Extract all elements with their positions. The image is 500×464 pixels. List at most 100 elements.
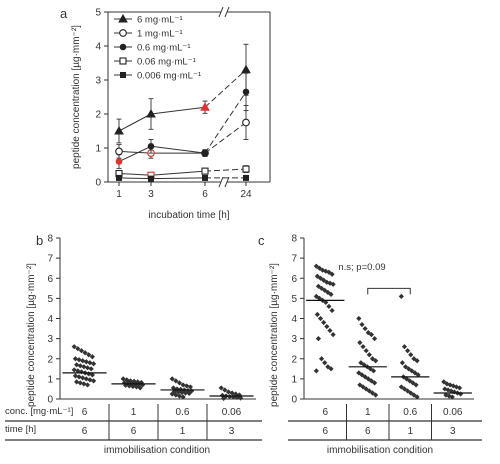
data-point xyxy=(402,364,409,370)
data-point xyxy=(83,359,89,365)
data-point xyxy=(76,357,82,363)
data-point xyxy=(133,384,140,390)
data-point xyxy=(116,174,122,181)
condition-tables: 6 6 1 6 0.6 1 0.06 3 6 6 1 6 0.6 1 0.06 3 xyxy=(5,404,482,441)
legend-marker xyxy=(120,72,126,78)
x-tick-label: 1 xyxy=(116,189,122,200)
data-point xyxy=(87,360,93,366)
axis-break-gap xyxy=(221,6,227,18)
data-point xyxy=(179,389,185,396)
table-b-time-cell: 3 xyxy=(229,426,235,437)
data-point xyxy=(137,385,143,391)
data-point xyxy=(78,369,85,375)
y-tick-label: 0 xyxy=(95,178,101,189)
data-point xyxy=(202,174,208,181)
data-point xyxy=(80,358,86,364)
data-point xyxy=(242,88,250,96)
data-point xyxy=(324,279,330,285)
y-tick-label: 6 xyxy=(291,274,297,285)
data-point xyxy=(90,361,97,367)
data-point xyxy=(222,387,228,393)
panel-b-scatter: 0 1 2 3 4 5 6 7 8 xyxy=(47,234,256,406)
data-point xyxy=(169,376,175,382)
table-c-time-cell: 1 xyxy=(407,426,413,437)
data-point xyxy=(229,390,235,396)
data-point xyxy=(449,394,455,400)
data-point xyxy=(114,125,124,135)
panel-b-xlabel: immobilisation condition xyxy=(104,445,210,456)
y-tick-label: 1 xyxy=(47,374,53,385)
data-point xyxy=(415,372,421,378)
x-tick-label: 6 xyxy=(202,189,208,200)
data-point xyxy=(131,378,137,384)
data-point xyxy=(83,376,89,382)
data-point xyxy=(115,147,123,156)
data-point xyxy=(84,365,91,371)
data-point xyxy=(328,366,334,372)
data-point xyxy=(176,380,183,386)
data-point xyxy=(170,385,177,391)
data-point xyxy=(173,392,179,398)
data-point xyxy=(243,174,249,181)
data-point xyxy=(72,356,79,362)
data-point xyxy=(329,307,335,314)
series-line xyxy=(150,170,206,176)
data-point xyxy=(130,383,136,390)
y-tick-label: 0 xyxy=(47,395,53,406)
data-point xyxy=(327,327,333,334)
data-point xyxy=(115,158,123,165)
y-tick-label: 0 xyxy=(291,395,297,406)
series-line xyxy=(150,106,206,115)
data-point xyxy=(317,315,324,322)
data-point xyxy=(408,352,414,358)
data-point xyxy=(441,379,447,385)
data-point xyxy=(445,387,451,393)
data-point xyxy=(360,384,366,390)
data-point xyxy=(322,360,328,366)
data-point xyxy=(322,287,328,293)
data-point xyxy=(75,368,81,374)
data-point xyxy=(356,370,362,376)
y-tick-label: 5 xyxy=(47,294,53,305)
data-point xyxy=(330,281,336,287)
data-point xyxy=(401,344,408,350)
data-point xyxy=(414,394,420,400)
y-tick-label: 3 xyxy=(95,76,101,87)
data-point xyxy=(121,380,128,386)
data-point xyxy=(453,384,460,390)
data-point xyxy=(313,263,319,269)
data-point xyxy=(180,382,186,388)
data-point xyxy=(74,362,80,368)
data-point xyxy=(363,348,369,354)
panel-letter-a: a xyxy=(60,6,68,21)
series-line xyxy=(118,173,152,176)
table-b-time-cell: 1 xyxy=(180,426,186,437)
axis-break-gap xyxy=(221,176,227,188)
data-point xyxy=(408,390,414,396)
data-point xyxy=(405,348,411,354)
panel-a-line-chart: 0 1 2 3 4 5 1 3 6 24 6 mg·mL⁻¹ 1 mg·mL⁻¹ 0.6 mg·mL⁻¹… xyxy=(95,6,271,200)
legend-marker xyxy=(118,13,128,23)
data-point xyxy=(237,395,244,401)
series-line xyxy=(118,113,152,132)
series-line xyxy=(204,122,247,154)
data-point xyxy=(201,167,209,175)
data-point xyxy=(71,344,77,350)
significance-bracket xyxy=(367,287,411,295)
data-point xyxy=(90,378,97,384)
group-0 xyxy=(306,263,345,374)
legend-marker xyxy=(119,43,127,51)
y-tick-label: 2 xyxy=(95,110,101,121)
data-point xyxy=(173,378,179,384)
data-point xyxy=(373,392,379,398)
data-point xyxy=(169,391,175,397)
series-line xyxy=(204,91,247,154)
legend-marker xyxy=(119,29,127,37)
data-point xyxy=(373,358,379,364)
table-b-conc-cell: 1 xyxy=(131,407,137,418)
table-c-time-cell: 6 xyxy=(322,426,328,437)
series-line xyxy=(150,177,206,180)
table-c-time-cell: 3 xyxy=(450,426,456,437)
data-point xyxy=(84,382,91,388)
data-point xyxy=(139,382,146,388)
